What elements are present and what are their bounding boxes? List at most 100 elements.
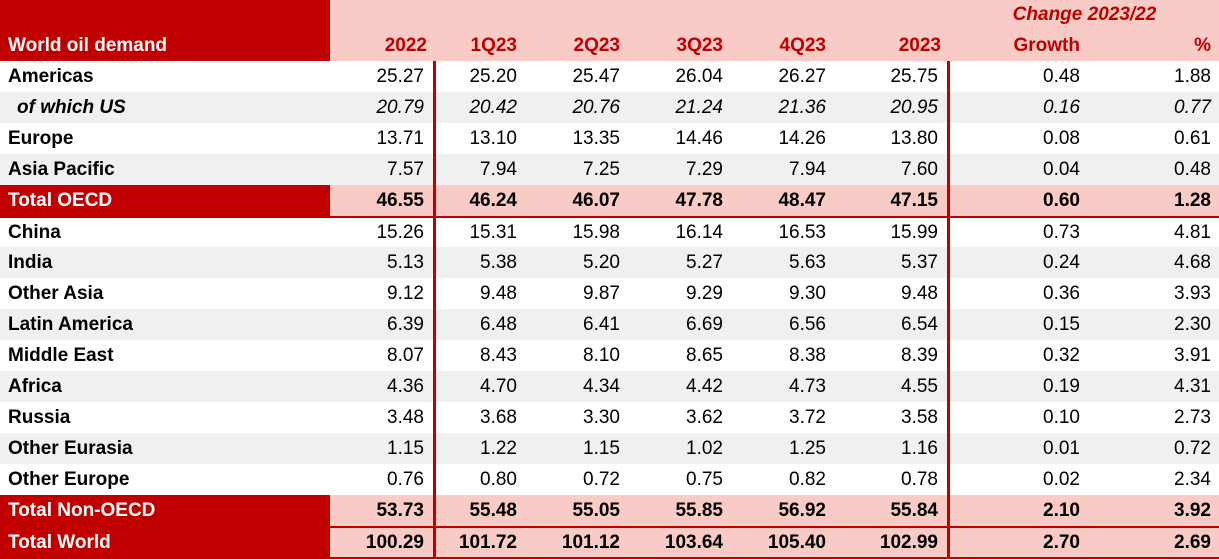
- value-3q23: 103.64: [642, 526, 745, 557]
- value-2q23: 9.87: [583, 282, 620, 304]
- value-2q23: 6.41: [583, 313, 620, 335]
- value-growth: 0.15: [1043, 313, 1080, 335]
- value-percent: 4.31: [1174, 375, 1211, 397]
- value-growth: 0.08: [1043, 127, 1080, 149]
- value-percent: 2.69: [1087, 526, 1219, 557]
- value-2q23: 101.12: [539, 526, 642, 557]
- value-4q23: 9.30: [789, 282, 826, 304]
- value-2022: 6.39: [330, 309, 436, 340]
- row-label: Africa: [8, 375, 62, 397]
- value-growth: 0.60: [950, 185, 1087, 216]
- corner-header-block: [0, 0, 330, 30]
- value-2q23: 15.98: [539, 216, 642, 247]
- change-2023-22-header: Change 2023/22: [950, 0, 1219, 30]
- value-4q23: 21.36: [778, 96, 826, 118]
- value-1q23: 0.80: [480, 468, 517, 490]
- value-4q23: 48.47: [745, 185, 848, 216]
- value-2q23: 13.35: [572, 127, 620, 149]
- value-2023: 25.75: [848, 61, 950, 92]
- table-row: Russia 3.48 3.68 3.30 3.62 3.72 3.58 0.1…: [0, 402, 1219, 433]
- value-3q23: 1.02: [686, 437, 723, 459]
- value-4q23: 26.27: [778, 65, 826, 87]
- row-label: Latin America: [8, 313, 133, 335]
- value-percent: 0.61: [1174, 127, 1211, 149]
- value-2022: 15.26: [330, 216, 436, 247]
- value-1q23: 9.48: [480, 282, 517, 304]
- value-2022: 9.12: [330, 278, 436, 309]
- value-2023: 8.39: [848, 340, 950, 371]
- row-label: Middle East: [8, 344, 114, 366]
- header-row-columns: World oil demand 2022 1Q23 2Q23 3Q23 4Q2…: [0, 30, 1219, 61]
- table-row: Other Europe 0.76 0.80 0.72 0.75 0.82 0.…: [0, 464, 1219, 495]
- value-2022: 1.15: [330, 433, 436, 464]
- value-2q23: 7.25: [583, 158, 620, 180]
- value-percent: 3.93: [1174, 282, 1211, 304]
- col-header-2022: 2022: [330, 30, 436, 61]
- value-percent: 3.92: [1087, 495, 1219, 526]
- value-2q23: 4.34: [583, 375, 620, 397]
- value-4q23: 0.82: [789, 468, 826, 490]
- value-3q23: 6.69: [686, 313, 723, 335]
- value-3q23: 7.29: [686, 158, 723, 180]
- row-label: China: [0, 216, 330, 247]
- value-2q23: 3.30: [583, 406, 620, 428]
- value-4q23: 3.72: [789, 406, 826, 428]
- value-growth: 0.32: [1043, 344, 1080, 366]
- value-1q23: 3.68: [480, 406, 517, 428]
- row-label: of which US: [17, 96, 126, 118]
- value-3q23: 21.24: [675, 96, 723, 118]
- row-label: India: [8, 251, 53, 273]
- value-percent: 2.30: [1174, 313, 1211, 335]
- value-2022: 3.48: [330, 402, 436, 433]
- value-growth: 2.10: [950, 495, 1087, 526]
- value-2022: 7.57: [330, 154, 436, 185]
- header-row-span: Change 2023/22: [0, 0, 1219, 30]
- value-2022: 20.79: [330, 92, 436, 123]
- value-2q23: 20.76: [572, 96, 620, 118]
- value-4q23: 105.40: [745, 526, 848, 557]
- value-percent: 3.91: [1174, 344, 1211, 366]
- value-3q23: 16.14: [642, 216, 745, 247]
- value-percent: 4.68: [1174, 251, 1211, 273]
- value-2023: 13.80: [848, 123, 950, 154]
- value-4q23: 14.26: [778, 127, 826, 149]
- value-growth: 0.10: [1043, 406, 1080, 428]
- value-4q23: 6.56: [789, 313, 826, 335]
- row-label: Total OECD: [0, 185, 330, 216]
- value-2022: 100.29: [330, 526, 436, 557]
- value-2023: 20.95: [848, 92, 950, 123]
- col-header-1q23: 1Q23: [436, 30, 539, 61]
- value-2q23: 55.05: [539, 495, 642, 526]
- value-2023: 0.78: [848, 464, 950, 495]
- table-row: India 5.13 5.38 5.20 5.27 5.63 5.37 0.24…: [0, 247, 1219, 278]
- value-3q23: 0.75: [686, 468, 723, 490]
- table-row: Total World 100.29 101.72 101.12 103.64 …: [0, 526, 1219, 557]
- value-growth: 0.19: [1043, 375, 1080, 397]
- value-2q23: 1.15: [583, 437, 620, 459]
- value-percent: 2.73: [1174, 406, 1211, 428]
- col-header-percent: %: [1087, 30, 1219, 61]
- table-row: Other Eurasia 1.15 1.22 1.15 1.02 1.25 1…: [0, 433, 1219, 464]
- value-4q23: 7.94: [789, 158, 826, 180]
- table-row: Europe 13.71 13.10 13.35 14.46 14.26 13.…: [0, 123, 1219, 154]
- value-2023: 15.99: [848, 216, 950, 247]
- value-growth: 0.24: [1043, 251, 1080, 273]
- value-percent: 4.81: [1087, 216, 1219, 247]
- value-2q23: 25.47: [572, 65, 620, 87]
- table-row: Total Non-OECD 53.73 55.48 55.05 55.85 5…: [0, 495, 1219, 526]
- value-3q23: 26.04: [675, 65, 723, 87]
- value-2022: 46.55: [330, 185, 436, 216]
- value-1q23: 25.20: [469, 65, 517, 87]
- value-growth: 0.04: [1043, 158, 1080, 180]
- value-2022: 25.27: [330, 61, 436, 92]
- value-percent: 0.72: [1174, 437, 1211, 459]
- value-1q23: 1.22: [480, 437, 517, 459]
- value-percent: 2.34: [1174, 468, 1211, 490]
- value-4q23: 56.92: [745, 495, 848, 526]
- value-2022: 8.07: [330, 340, 436, 371]
- row-label: Other Eurasia: [8, 437, 133, 459]
- value-percent: 0.77: [1174, 96, 1211, 118]
- table-body: Americas 25.27 25.20 25.47 26.04 26.27 2…: [0, 61, 1219, 557]
- value-2023: 55.84: [848, 495, 950, 526]
- row-label: Other Europe: [8, 468, 130, 490]
